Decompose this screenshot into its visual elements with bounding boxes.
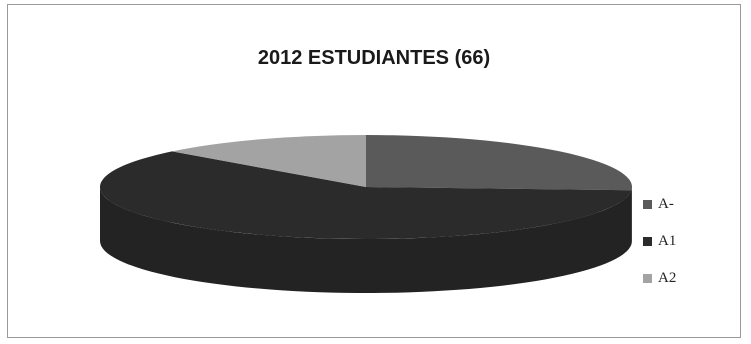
pie-slice-side-A1 bbox=[100, 187, 632, 294]
chart-legend: A- A1 A2 bbox=[643, 186, 676, 297]
legend-swatch bbox=[643, 274, 652, 283]
pie-slice-A2 bbox=[172, 135, 366, 187]
pie-slice-A1 bbox=[100, 151, 632, 239]
legend-label: A1 bbox=[658, 233, 677, 249]
legend-item: A2 bbox=[643, 260, 676, 297]
legend-label: A- bbox=[658, 196, 674, 212]
legend-label: A2 bbox=[658, 270, 677, 286]
pie-slice-side-A- bbox=[631, 187, 632, 245]
legend-swatch bbox=[643, 200, 652, 209]
legend-item: A- bbox=[643, 186, 676, 223]
pie-slice-A- bbox=[366, 135, 632, 191]
chart-title: 2012 ESTUDIANTES (66) bbox=[257, 47, 491, 69]
legend-swatch bbox=[643, 237, 652, 246]
legend-item: A1 bbox=[643, 223, 676, 260]
